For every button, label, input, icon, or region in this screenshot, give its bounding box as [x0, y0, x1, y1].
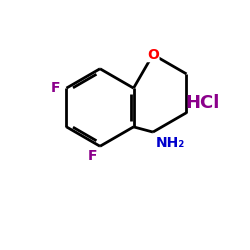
Text: F: F — [88, 149, 98, 163]
Text: NH₂: NH₂ — [156, 136, 185, 150]
Text: F: F — [51, 81, 60, 95]
Text: O: O — [147, 48, 159, 62]
Text: HCl: HCl — [185, 94, 220, 112]
